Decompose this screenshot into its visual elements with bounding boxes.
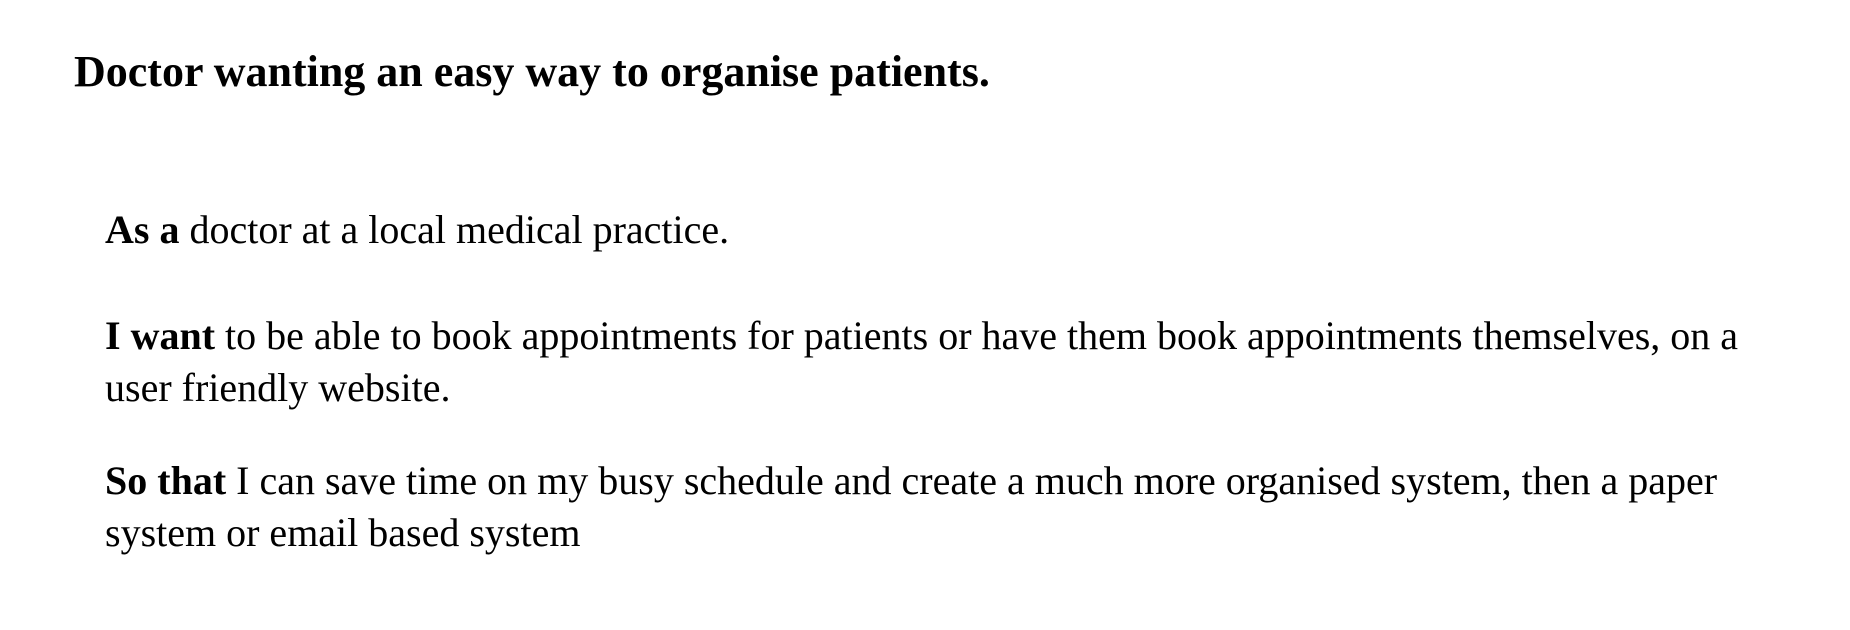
story-so-that: So that I can save time on my busy sched… bbox=[105, 455, 1785, 559]
as-a-text: doctor at a local medical practice. bbox=[179, 207, 730, 252]
as-a-label: As a bbox=[105, 207, 180, 252]
story-as-a: As a doctor at a local medical practice. bbox=[105, 204, 1785, 256]
user-story: As a doctor at a local medical practice.… bbox=[105, 204, 1785, 559]
so-that-label: So that bbox=[105, 458, 227, 503]
so-that-text: I can save time on my busy schedule and … bbox=[105, 458, 1718, 555]
i-want-text: to be able to book appointments for pati… bbox=[105, 313, 1739, 410]
page-title: Doctor wanting an easy way to organise p… bbox=[74, 47, 990, 96]
story-i-want: I want to be able to book appointments f… bbox=[105, 310, 1785, 414]
i-want-label: I want bbox=[105, 313, 216, 358]
